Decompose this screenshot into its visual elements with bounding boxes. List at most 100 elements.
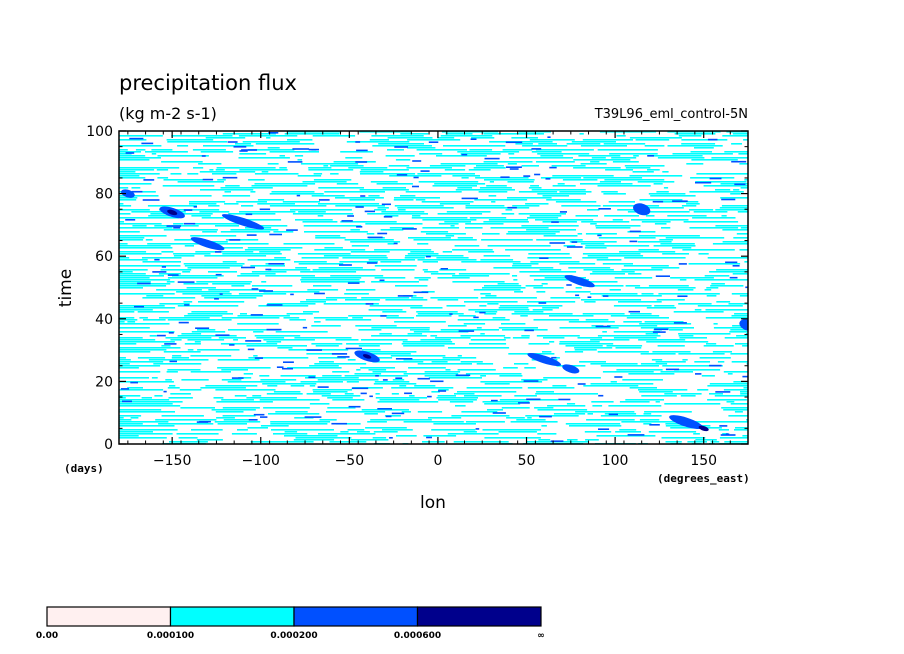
precip-streak: [360, 169, 409, 171]
precip-streak: [600, 415, 662, 417]
precip-streak-heavy: [383, 216, 393, 218]
precip-feature: [121, 189, 135, 198]
colorbar-swatch: [46, 606, 172, 627]
precip-streak: [405, 191, 462, 193]
precip-feature: [669, 415, 703, 430]
colorbar-swatch: [416, 606, 542, 627]
precip-streak-heavy: [484, 157, 500, 160]
precip-streak: [535, 393, 598, 395]
precip-streak: [340, 431, 349, 433]
precip-streak: [437, 299, 459, 301]
precip-streak: [119, 361, 164, 363]
precip-streak: [677, 289, 694, 291]
precip-streak: [222, 133, 276, 135]
precip-streak: [294, 155, 304, 157]
precip-streak: [687, 441, 707, 443]
precip-streak: [340, 221, 397, 223]
precip-streak: [330, 165, 364, 167]
precip-streak: [527, 301, 576, 303]
precip-streak: [213, 397, 224, 399]
precip-streak: [394, 205, 444, 207]
precip-streak: [184, 265, 243, 267]
precip-streak: [543, 377, 601, 379]
precip-streak: [726, 401, 735, 403]
precip-streak: [158, 273, 181, 275]
precip-streak: [629, 175, 683, 177]
precip-streak: [324, 191, 385, 193]
precip-streak: [119, 343, 137, 345]
precip-streak: [670, 277, 714, 279]
precip-streak: [672, 153, 733, 155]
precip-streak-heavy: [455, 374, 471, 377]
precip-streak: [726, 131, 748, 133]
precip-streak: [197, 349, 240, 351]
precip-streak-heavy: [440, 268, 448, 270]
precip-streak-heavy: [214, 298, 219, 300]
precip-streak: [482, 401, 530, 403]
precip-streak: [292, 213, 354, 215]
precip-streak: [654, 223, 667, 225]
precip-streak: [257, 199, 285, 201]
precip-streak-heavy: [413, 291, 429, 294]
precip-streak-heavy: [360, 195, 366, 197]
precip-streak: [173, 255, 195, 257]
precip-streak: [714, 395, 748, 397]
precip-streak: [119, 153, 132, 155]
precip-streak: [536, 161, 575, 163]
precip-streak: [722, 229, 748, 231]
precip-streak: [372, 361, 424, 363]
precip-streak: [615, 347, 642, 349]
precip-streak: [436, 397, 478, 399]
precip-streak: [499, 305, 563, 307]
precip-streak: [267, 163, 279, 165]
precip-streak: [538, 439, 551, 441]
precip-streak: [512, 205, 540, 207]
precip-streak: [514, 363, 529, 365]
precip-streak: [336, 183, 359, 185]
precip-streak: [266, 137, 271, 139]
precip-streak: [440, 329, 499, 331]
precip-streak: [237, 315, 290, 317]
precip-streak: [167, 369, 201, 371]
precip-streak: [740, 227, 748, 229]
precip-streak: [501, 213, 515, 215]
precip-streak: [667, 145, 723, 147]
precip-streak: [162, 185, 215, 187]
precip-streak: [196, 281, 252, 283]
precip-streak: [731, 315, 748, 317]
colorbar-label: ∞: [537, 631, 545, 641]
precip-streak: [323, 165, 329, 167]
precip-streak-heavy: [356, 149, 368, 152]
precip-streak: [182, 293, 232, 295]
precip-streak: [730, 193, 741, 195]
precip-streak: [546, 199, 581, 201]
precip-streak-heavy: [539, 257, 549, 259]
precip-streak: [602, 331, 607, 333]
precip-streak: [465, 207, 530, 209]
precip-streak-heavy: [319, 199, 330, 201]
precip-streak: [597, 149, 658, 151]
precip-streak: [326, 411, 386, 413]
precip-streak: [585, 233, 617, 235]
precip-streak: [403, 373, 459, 375]
precip-streak-heavy: [241, 266, 255, 269]
precip-streak-heavy: [598, 428, 610, 430]
precip-streak: [648, 431, 697, 433]
precip-streak: [566, 143, 601, 145]
precip-streak: [511, 313, 573, 315]
precip-streak: [371, 281, 419, 283]
precip-streak: [130, 417, 139, 419]
precip-streak: [190, 371, 231, 373]
precip-streak: [648, 285, 689, 287]
precip-streak: [667, 131, 721, 133]
colorbar-label: 0.000600: [394, 631, 441, 641]
precip-streak: [205, 137, 246, 139]
precip-streak: [247, 247, 303, 249]
precip-streak: [416, 149, 467, 151]
precip-streak-heavy: [391, 412, 405, 415]
precip-streak: [553, 413, 586, 415]
precip-streak: [119, 259, 148, 261]
precip-streak: [243, 373, 253, 375]
precip-streak: [597, 185, 651, 187]
precip-streak: [372, 145, 432, 147]
